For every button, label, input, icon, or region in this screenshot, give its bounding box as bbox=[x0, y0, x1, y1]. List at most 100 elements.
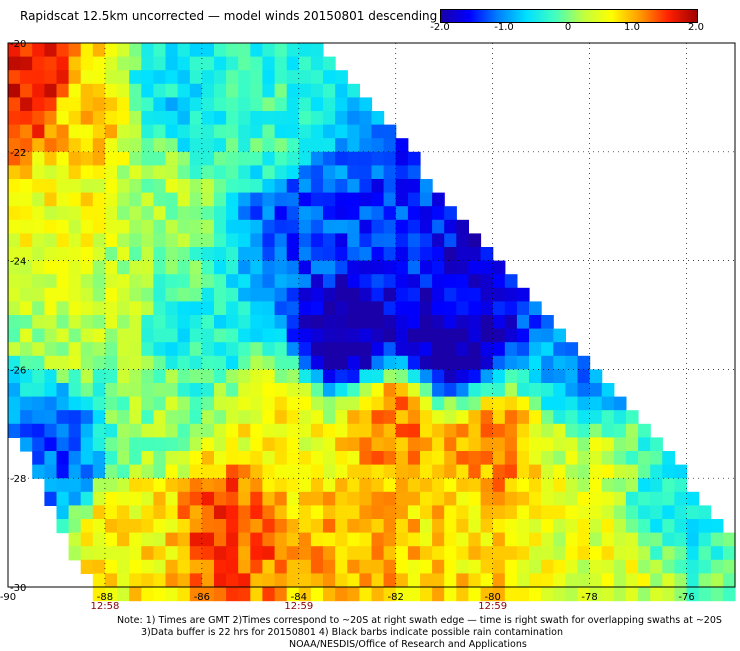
swath-cell bbox=[141, 451, 154, 466]
swath-cell bbox=[577, 559, 591, 574]
swath-cell bbox=[323, 151, 336, 166]
swath-cell bbox=[553, 464, 566, 479]
swath-cell bbox=[201, 260, 215, 275]
swath-cell bbox=[226, 315, 239, 330]
swath-cell bbox=[638, 559, 651, 574]
swath-cell bbox=[359, 179, 373, 194]
swath-cell bbox=[8, 206, 21, 221]
swath-cell bbox=[492, 532, 506, 547]
swath-cell bbox=[492, 451, 506, 466]
swath-cell bbox=[238, 97, 251, 112]
swath-cell bbox=[468, 559, 482, 574]
swath-cell bbox=[589, 573, 603, 588]
swath-cell bbox=[480, 423, 494, 438]
swath-cell bbox=[456, 410, 469, 425]
swath-cell bbox=[104, 192, 118, 207]
swath-cell bbox=[92, 56, 106, 71]
swath-cell bbox=[165, 369, 179, 384]
swath-cell bbox=[335, 151, 348, 166]
swath-cell bbox=[141, 342, 154, 357]
swath-cell bbox=[32, 233, 45, 248]
swath-cell bbox=[407, 519, 421, 534]
swath-cell bbox=[250, 532, 263, 547]
swath-cell bbox=[226, 546, 239, 561]
swath-cell bbox=[444, 233, 457, 248]
swath-cell bbox=[323, 274, 336, 289]
swath-cell bbox=[165, 342, 179, 357]
swath-cell bbox=[165, 410, 179, 425]
swath-cell bbox=[32, 56, 45, 71]
swath-cell bbox=[359, 274, 373, 289]
swath-cell bbox=[8, 287, 21, 302]
swath-cell bbox=[117, 192, 130, 207]
swath-cell bbox=[541, 315, 554, 330]
swath-cell bbox=[274, 233, 288, 248]
swath-cell bbox=[226, 83, 239, 98]
swath-cell bbox=[56, 383, 70, 398]
swath-cell bbox=[238, 464, 251, 479]
swath-cell bbox=[529, 478, 542, 493]
swath-cell bbox=[601, 573, 615, 588]
swath-cell bbox=[92, 437, 106, 452]
swath-cell bbox=[141, 491, 154, 506]
swath-cell bbox=[214, 491, 227, 506]
swath-cell bbox=[8, 219, 21, 234]
swath-cell bbox=[92, 233, 106, 248]
swath-cell bbox=[104, 206, 118, 221]
swath-cell bbox=[359, 97, 373, 112]
swath-cell bbox=[250, 247, 263, 262]
swath-cell bbox=[129, 315, 142, 330]
swath-cell bbox=[153, 70, 167, 85]
swath-cell bbox=[20, 383, 33, 398]
swath-cell bbox=[141, 206, 154, 221]
swath-cell bbox=[165, 328, 179, 343]
swath-cell bbox=[553, 410, 566, 425]
swath-cell bbox=[92, 138, 106, 153]
swath-cell bbox=[153, 192, 167, 207]
swath-cell bbox=[238, 70, 251, 85]
swath-cell bbox=[589, 369, 603, 384]
swath-cell bbox=[104, 111, 118, 126]
swath-cell bbox=[383, 410, 397, 425]
swath-cell bbox=[335, 328, 348, 343]
swath-cell bbox=[129, 233, 142, 248]
latitude-tick-label: -22 bbox=[10, 148, 26, 159]
swath-cell bbox=[323, 97, 336, 112]
swath-cell bbox=[8, 355, 21, 370]
swath-cell bbox=[456, 396, 469, 411]
swath-cell bbox=[359, 464, 373, 479]
swath-cell bbox=[20, 342, 33, 357]
swath-cell bbox=[274, 165, 288, 180]
swath-cell bbox=[286, 111, 300, 126]
swath-cell bbox=[44, 43, 58, 58]
swath-cell bbox=[274, 138, 288, 153]
swath-cell bbox=[323, 383, 336, 398]
swath-cell bbox=[250, 165, 263, 180]
swath-cell bbox=[359, 355, 373, 370]
swath-cell bbox=[117, 219, 130, 234]
swath-cell bbox=[310, 97, 324, 112]
swath-cell bbox=[444, 519, 457, 534]
swath-cell bbox=[177, 410, 191, 425]
swath-cell bbox=[420, 315, 433, 330]
swath-cell bbox=[359, 478, 373, 493]
swath-cell bbox=[214, 396, 227, 411]
swath-cell bbox=[553, 383, 566, 398]
swath-cell bbox=[117, 423, 130, 438]
swath-cell bbox=[468, 410, 482, 425]
swath-cell bbox=[698, 559, 712, 574]
swath-cell bbox=[238, 301, 251, 316]
swath-cell bbox=[8, 97, 21, 112]
swath-cell bbox=[238, 206, 251, 221]
swath-cell bbox=[638, 451, 651, 466]
swath-cell bbox=[371, 369, 385, 384]
swath-cell bbox=[347, 437, 360, 452]
swath-cell bbox=[347, 151, 360, 166]
swath-cell bbox=[371, 260, 385, 275]
swath-cell bbox=[589, 532, 603, 547]
swath-cell bbox=[286, 301, 300, 316]
swath-cell bbox=[238, 546, 251, 561]
swath-cell bbox=[347, 573, 360, 588]
swath-cell bbox=[529, 505, 542, 520]
swath-cell bbox=[310, 451, 324, 466]
